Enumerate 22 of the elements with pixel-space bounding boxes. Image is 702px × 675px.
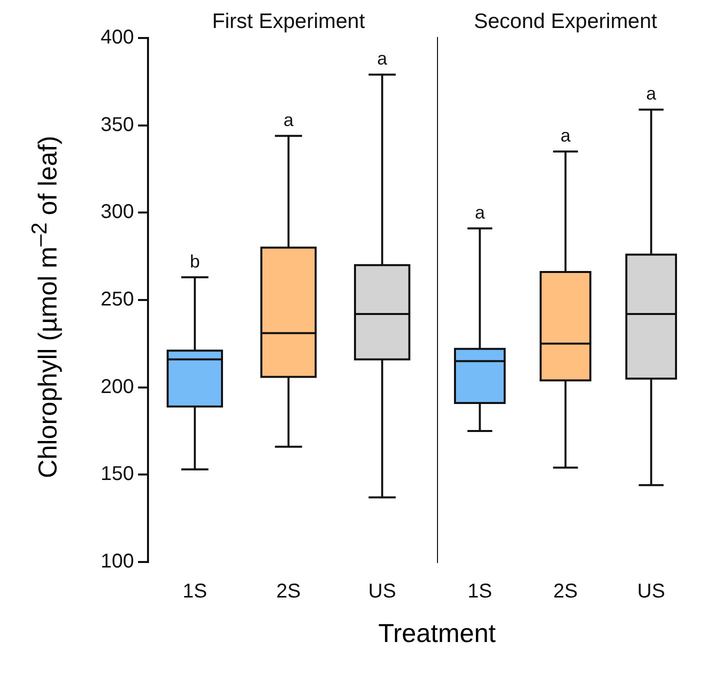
x-tick-label: 2S bbox=[553, 580, 578, 603]
chart-title: Second Experiment bbox=[474, 10, 658, 33]
chart-title: First Experiment bbox=[212, 10, 366, 33]
annotation: a bbox=[377, 48, 388, 69]
y-tick-label: 100 bbox=[100, 550, 134, 573]
x-tick-label: 1S bbox=[182, 580, 208, 603]
y-tick-label: 300 bbox=[100, 201, 134, 224]
x-tick-label: 1S bbox=[468, 580, 492, 603]
y-tick-label: 150 bbox=[100, 463, 134, 486]
annotation: a bbox=[560, 126, 572, 146]
annotation: a bbox=[646, 84, 658, 104]
y-tick-label: 350 bbox=[100, 114, 134, 136]
x-tick-label: US bbox=[368, 580, 396, 603]
annotation: a bbox=[474, 202, 486, 222]
annotation: b bbox=[190, 251, 200, 272]
y-tick-label: 400 bbox=[100, 26, 134, 49]
y-tick-label: 200 bbox=[100, 376, 134, 398]
x-tick-label: 2S bbox=[276, 580, 301, 603]
annotation: a bbox=[283, 110, 294, 130]
x-axis-title: Treatment bbox=[378, 618, 496, 649]
x-tick-label: US bbox=[637, 580, 666, 603]
y-tick-label: 250 bbox=[100, 288, 134, 311]
